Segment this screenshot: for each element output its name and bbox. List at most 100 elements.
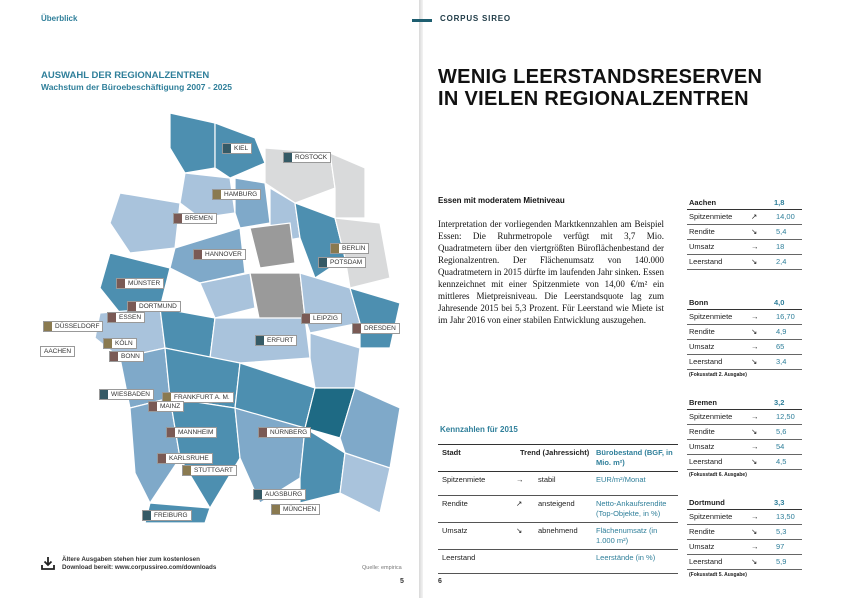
trend-text: abnehmend [538,526,578,535]
city-box-row: Leerstand ↘ 3,4 [687,355,802,370]
city-label: DORTMUND [127,301,181,312]
map-region [199,272,256,319]
city-name: WIESBADEN [111,391,151,398]
city-label: ESSEN [107,312,146,323]
metric-value: 3,4 [776,357,787,366]
city-label: MÜNCHEN [271,504,321,515]
metric-value: 2,4 [776,257,787,266]
metric-label: Rendite [689,527,715,536]
city-name: MAINZ [160,403,181,410]
city-box-header: Bremen 3,2 [687,398,802,410]
city-box-row: Rendite ↘ 5,3 [687,525,802,540]
city-marker-icon [331,244,339,253]
footnote-link[interactable]: Download bereit: www.corpussireo.com/dow… [62,564,217,571]
city-marker-icon [259,428,267,437]
city-label: KIEL [222,143,253,154]
trend-arrow-icon: → [516,475,524,484]
city-name: FRANKFURT A. M. [174,394,230,401]
kz-row: Leerstand Leerstände (in %) [438,549,678,574]
kz-trend [516,549,592,574]
map-source: Quelle: empirica [362,565,402,571]
city-box-row: Umsatz → 54 [687,440,802,455]
metric-value: 54 [776,442,785,451]
metric-value: 5,9 [776,557,787,566]
kz-row: Umsatz ↘ abnehmend Flächenumsatz (in 1.000 … [438,522,678,550]
metric-value: 65 [776,342,785,351]
city-label: DÜSSELDORF [43,321,104,332]
kz-trend: ↗ ansteigend [516,495,592,523]
metric-value: 5,4 [776,227,787,236]
city-name: MANNHEIM [178,429,214,436]
kz-unit: Netto-Ankaufsrendite (Top-Objekte, in %) [592,495,678,523]
city-box-row: Umsatz → 18 [687,240,802,255]
metric-value: 18 [776,242,785,251]
trend-arrow-icon: → [751,312,759,321]
city-name: LEIPZIG [313,315,338,322]
kz-header: Stadt [438,444,516,472]
city-name: FREIBURG [154,512,188,519]
city-label: KARLSRUHE [157,453,213,464]
city-marker-icon [213,190,221,199]
trend-arrow-icon: ↘ [751,327,758,336]
city-box-row: Rendite ↘ 4,9 [687,325,802,340]
headline-line: IN VIELEN REGIONALZENTREN [438,88,749,110]
metric-label: Spitzenmiete [689,312,733,321]
trend-arrow-icon: ↘ [751,257,758,266]
section-header: Überblick [41,14,78,23]
city-label: FRANKFURT A. M. [162,392,234,403]
city-marker-icon [256,336,264,345]
trend-arrow-icon: ↘ [516,526,523,535]
city-name: DORTMUND [139,303,177,310]
city-box-name: Aachen [689,198,717,207]
city-box: Bonn 4,0 Spitzenmiete → 16,70 Rendite ↘ 4,9 Umsa… [687,298,802,378]
body-text: Interpretation der vorliegenden Marktken… [438,219,664,325]
city-marker-icon [284,153,292,162]
city-label: HAMBURG [212,189,262,200]
city-label: HANNOVER [193,249,246,260]
brand-name: CORPUS SIREO [440,14,511,23]
metric-label: Leerstand [689,357,723,366]
city-marker-icon [100,390,108,399]
map-region [179,172,236,219]
metric-value: 4,9 [776,327,787,336]
kz-trend: → stabil [516,471,592,496]
metric-value: 4,5 [776,457,787,466]
city-label: MANNHEIM [166,427,218,438]
city-box-note: (Fokusstadt 5. Ausgabe) [689,572,747,578]
city-box-row: Rendite ↘ 5,4 [687,225,802,240]
city-box-row: Spitzenmiete → 16,70 [687,310,802,325]
map-subtitle: Wachstum der Büroebeschäftigung 2007 - 2… [41,82,232,92]
city-name: KÖLN [115,340,133,347]
trend-arrow-icon: ↘ [751,527,758,536]
city-marker-icon [149,402,157,411]
kz-trend: ↘ abnehmend [516,522,592,550]
page-number-left: 5 [400,578,404,585]
metric-value: 5,6 [776,427,787,436]
metric-label: Rendite [689,227,715,236]
metric-value: 14,00 [776,212,795,221]
city-box-row: Rendite ↘ 5,6 [687,425,802,440]
metric-label: Rendite [689,427,715,436]
trend-text: stabil [538,475,556,484]
footnote-line: Ältere Ausgaben stehen hier zum kostenlo… [62,556,200,563]
city-name: BERLIN [342,245,366,252]
metric-label: Rendite [689,327,715,336]
city-name: KARLSRUHE [169,455,209,462]
city-marker-icon [104,339,112,348]
city-marker-icon [194,250,202,259]
map-region [234,177,271,229]
city-label: STUTTGART [182,465,237,476]
trend-arrow-icon: ↘ [751,227,758,236]
city-box-row: Leerstand ↘ 5,9 [687,555,802,570]
map-title: AUSWAHL DER REGIONALZENTREN [41,70,210,81]
city-box-row: Leerstand ↘ 4,5 [687,455,802,470]
city-marker-icon [223,144,231,153]
city-label: KÖLN [103,338,137,349]
metric-value: 16,70 [776,312,795,321]
city-name: AACHEN [44,348,72,355]
trend-arrow-icon: ↘ [751,557,758,566]
city-name: AUGSBURG [265,491,303,498]
metric-label: Spitzenmiete [689,212,733,221]
trend-arrow-icon: ↘ [751,427,758,436]
kz-header: Trend (Jahressicht) [516,444,592,472]
